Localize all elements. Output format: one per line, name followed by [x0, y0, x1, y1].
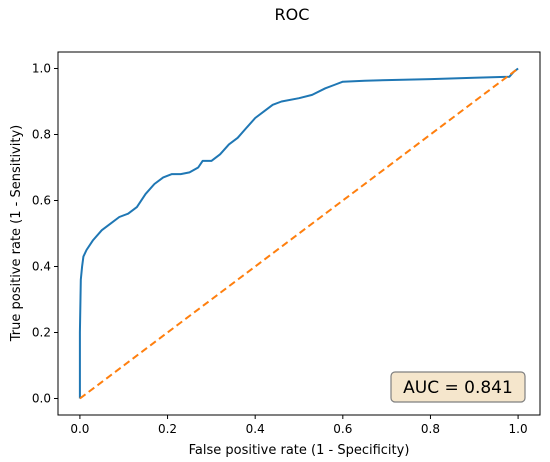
- y-tick-label: 0.4: [32, 260, 51, 274]
- x-tick-label: 0.0: [70, 422, 89, 436]
- y-tick-label: 0.2: [32, 326, 51, 340]
- y-tick-label: 0.0: [32, 392, 51, 406]
- y-tick-label: 1.0: [32, 62, 51, 76]
- y-axis-label: True positive rate (1 - Sensitivity): [9, 125, 24, 342]
- x-tick-label: 1.0: [509, 422, 528, 436]
- auc-annotation: AUC = 0.841: [391, 372, 525, 402]
- chart-title: ROC: [275, 5, 310, 24]
- x-tick-label: 0.2: [158, 422, 177, 436]
- auc-text: AUC = 0.841: [403, 378, 513, 398]
- x-tick-label: 0.6: [333, 422, 352, 436]
- y-tick-label: 0.8: [32, 128, 51, 142]
- series-group: [80, 69, 518, 399]
- x-tick-label: 0.8: [421, 422, 440, 436]
- y-tick-label: 0.6: [32, 194, 51, 208]
- chance-line: [80, 69, 518, 399]
- x-tick-label: 0.4: [246, 422, 265, 436]
- x-axis-label: False positive rate (1 - Specificity): [189, 443, 410, 458]
